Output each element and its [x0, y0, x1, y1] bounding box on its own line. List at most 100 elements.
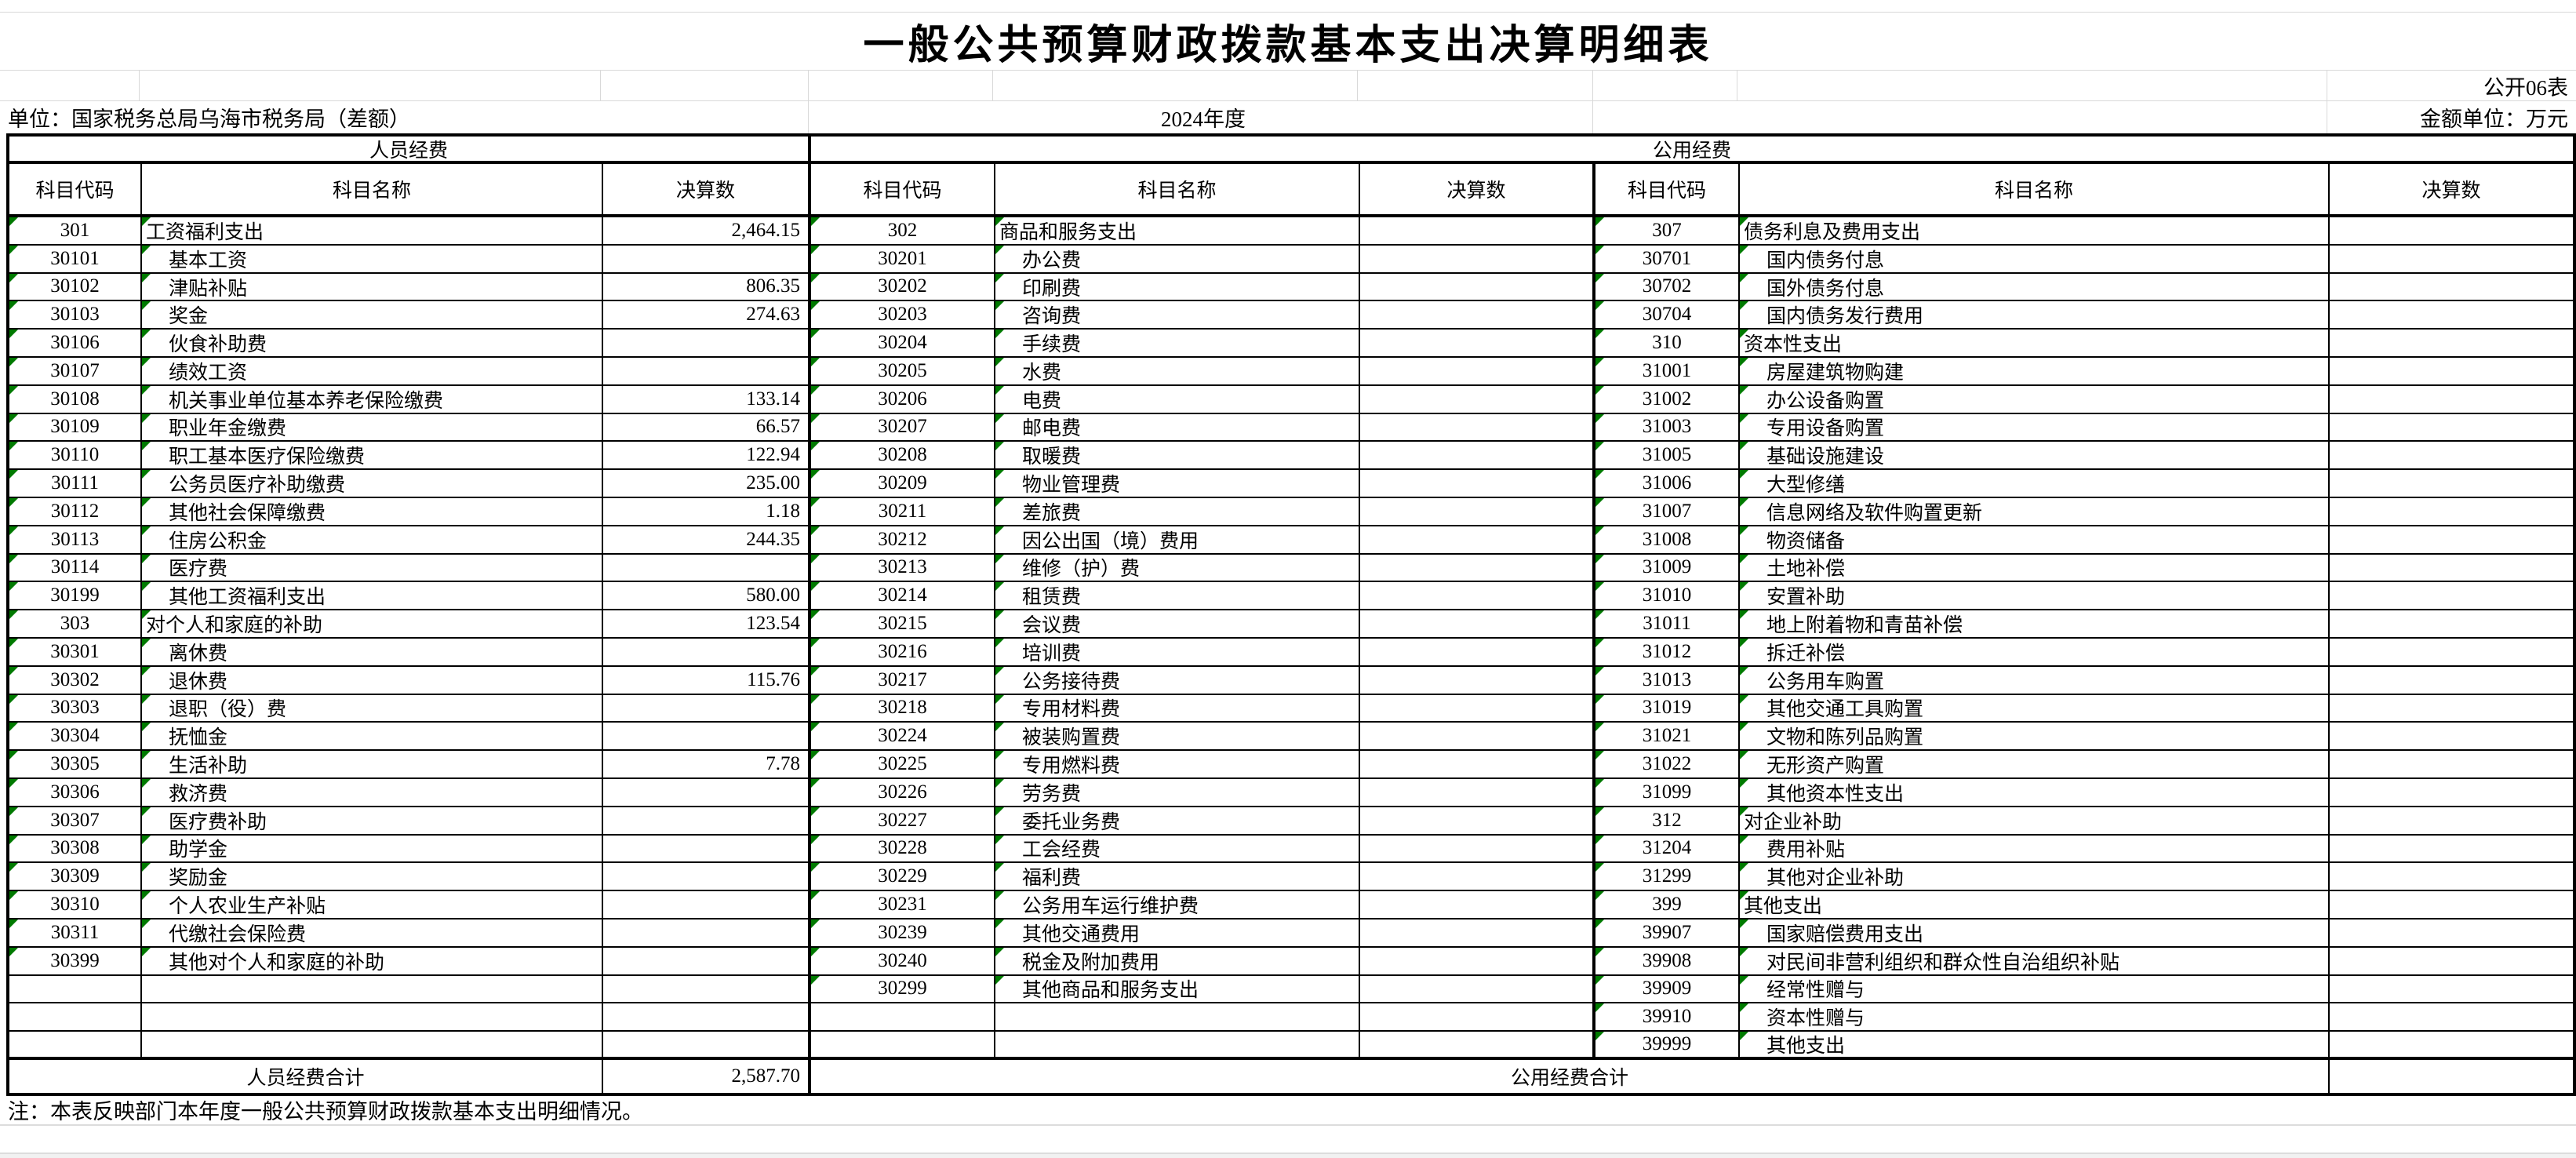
subject-name-cell[interactable]: 其他资本性支出 [1740, 778, 2330, 807]
subject-code-cell[interactable]: 31013 [1595, 666, 1740, 695]
final-amount-cell[interactable] [1360, 442, 1595, 471]
subject-code-cell[interactable]: 30114 [9, 554, 142, 583]
final-amount-cell[interactable] [603, 554, 811, 583]
subject-code-cell[interactable] [9, 1003, 142, 1032]
subject-code-cell[interactable]: 30211 [811, 497, 995, 526]
col-header-subject-code[interactable]: 科目代码 [811, 164, 995, 217]
subject-name-cell[interactable]: 咨询费 [995, 301, 1360, 330]
subject-code-cell[interactable]: 30214 [811, 582, 995, 611]
subject-code-cell[interactable]: 30103 [9, 301, 142, 330]
subject-name-cell[interactable]: 物资储备 [1740, 526, 2330, 555]
subject-code-cell[interactable]: 30304 [9, 723, 142, 752]
subject-name-cell[interactable]: 医疗费 [142, 554, 603, 583]
subject-name-cell[interactable] [142, 975, 603, 1004]
final-amount-cell[interactable] [1360, 217, 1595, 246]
subject-code-cell[interactable]: 30201 [811, 245, 995, 274]
subject-name-cell[interactable]: 个人农业生产补贴 [142, 891, 603, 919]
final-amount-cell[interactable] [1360, 413, 1595, 442]
final-amount-cell[interactable] [1360, 1032, 1595, 1060]
doc-code-cell[interactable]: 公开06表 [2483, 75, 2568, 100]
final-amount-cell[interactable] [603, 1032, 811, 1060]
final-amount-cell[interactable] [1360, 807, 1595, 836]
subject-name-cell[interactable]: 其他支出 [1740, 1032, 2330, 1060]
subject-name-cell[interactable]: 其他交通费用 [995, 919, 1360, 948]
subject-name-cell[interactable]: 租赁费 [995, 582, 1360, 611]
subject-code-cell[interactable]: 31005 [1595, 442, 1740, 471]
page-title[interactable]: 一般公共预算财政拨款基本支出决算明细表 [863, 24, 1713, 68]
subject-code-cell[interactable]: 30111 [9, 470, 142, 498]
subject-code-cell[interactable]: 30205 [811, 357, 995, 386]
final-amount-cell[interactable] [1360, 554, 1595, 583]
final-amount-cell[interactable] [1360, 357, 1595, 386]
subject-name-cell[interactable]: 公务用车运行维护费 [995, 891, 1360, 919]
subject-code-cell[interactable]: 30240 [811, 947, 995, 976]
subject-name-cell[interactable]: 拆迁补偿 [1740, 638, 2330, 667]
final-amount-cell[interactable] [2330, 1032, 2573, 1060]
subject-code-cell[interactable]: 30299 [811, 975, 995, 1004]
final-amount-cell[interactable] [2330, 1003, 2573, 1032]
fiscal-year-cell[interactable]: 2024年度 [1161, 107, 1246, 131]
final-amount-cell[interactable] [2330, 919, 2573, 948]
subject-code-cell[interactable]: 39999 [1595, 1032, 1740, 1060]
final-amount-cell[interactable]: 133.14 [603, 385, 811, 414]
final-amount-cell[interactable] [2330, 807, 2573, 836]
subject-name-cell[interactable] [142, 1003, 603, 1032]
subject-code-cell[interactable]: 30225 [811, 751, 995, 779]
subject-name-cell[interactable]: 公务员医疗补助缴费 [142, 470, 603, 498]
final-amount-cell[interactable]: 244.35 [603, 526, 811, 555]
subject-code-cell[interactable]: 30228 [811, 835, 995, 864]
subject-code-cell[interactable]: 30303 [9, 694, 142, 723]
subject-code-cell[interactable]: 30704 [1595, 301, 1740, 330]
subject-name-cell[interactable]: 费用补贴 [1740, 835, 2330, 864]
subject-name-cell[interactable]: 绩效工资 [142, 357, 603, 386]
subject-name-cell[interactable]: 大型修缮 [1740, 470, 2330, 498]
final-amount-cell[interactable] [603, 919, 811, 948]
subject-code-cell[interactable]: 30217 [811, 666, 995, 695]
final-amount-cell[interactable] [1360, 835, 1595, 864]
subject-name-cell[interactable]: 税金及附加费用 [995, 947, 1360, 976]
col-header-final-amount[interactable]: 决算数 [2330, 164, 2573, 217]
subject-name-cell[interactable]: 地上附着物和青苗补偿 [1740, 610, 2330, 639]
subject-name-cell[interactable]: 基本工资 [142, 245, 603, 274]
subject-name-cell[interactable]: 职工基本医疗保险缴费 [142, 442, 603, 471]
subject-code-cell[interactable]: 307 [1595, 217, 1740, 246]
final-amount-cell[interactable]: 122.94 [603, 442, 811, 471]
final-amount-cell[interactable] [1360, 610, 1595, 639]
subject-code-cell[interactable]: 30107 [9, 357, 142, 386]
subject-name-cell[interactable]: 电费 [995, 385, 1360, 414]
personnel-total-label-cell[interactable]: 人员经费合计 [9, 1059, 603, 1093]
subject-code-cell[interactable]: 31009 [1595, 554, 1740, 583]
subject-code-cell[interactable]: 399 [1595, 891, 1740, 919]
subject-name-cell[interactable]: 住房公积金 [142, 526, 603, 555]
col-header-final-amount[interactable]: 决算数 [1360, 164, 1595, 217]
final-amount-cell[interactable] [603, 357, 811, 386]
subject-code-cell[interactable]: 30102 [9, 273, 142, 302]
subject-name-cell[interactable]: 国内债务付息 [1740, 245, 2330, 274]
subject-name-cell[interactable]: 其他工资福利支出 [142, 582, 603, 611]
subject-name-cell[interactable]: 职业年金缴费 [142, 413, 603, 442]
final-amount-cell[interactable] [2330, 555, 2573, 583]
subject-code-cell[interactable]: 30202 [811, 273, 995, 302]
subject-name-cell[interactable]: 差旅费 [995, 497, 1360, 526]
final-amount-cell[interactable] [603, 723, 811, 752]
final-amount-cell[interactable] [603, 330, 811, 358]
subject-code-cell[interactable]: 31204 [1595, 835, 1740, 864]
final-amount-cell[interactable] [1360, 778, 1595, 807]
subject-name-cell[interactable]: 基础设施建设 [1740, 442, 2330, 471]
subject-name-cell[interactable]: 津贴补贴 [142, 273, 603, 302]
final-amount-cell[interactable] [2330, 498, 2573, 526]
subject-code-cell[interactable]: 30239 [811, 919, 995, 948]
subject-name-cell[interactable]: 福利费 [995, 863, 1360, 892]
final-amount-cell[interactable] [1360, 694, 1595, 723]
subject-code-cell[interactable]: 30113 [9, 526, 142, 555]
final-amount-cell[interactable] [2330, 610, 2573, 639]
subject-name-cell[interactable]: 对企业补助 [1740, 807, 2330, 836]
final-amount-cell[interactable] [2330, 976, 2573, 1004]
final-amount-cell[interactable] [2330, 442, 2573, 471]
subject-code-cell[interactable]: 31022 [1595, 751, 1740, 779]
subject-code-cell[interactable]: 31019 [1595, 694, 1740, 723]
final-amount-cell[interactable] [1360, 1003, 1595, 1032]
subject-code-cell[interactable]: 30199 [9, 582, 142, 611]
subject-name-cell[interactable]: 邮电费 [995, 413, 1360, 442]
subject-code-cell[interactable]: 31002 [1595, 385, 1740, 414]
